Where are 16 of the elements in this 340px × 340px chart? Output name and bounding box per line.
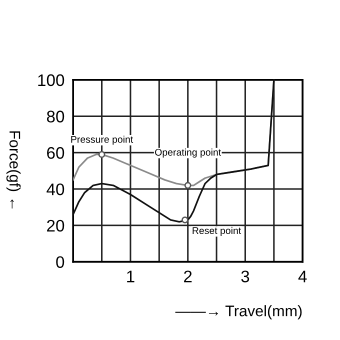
x-tick-label: 1 bbox=[127, 270, 134, 282]
y-tick-label: 0 bbox=[56, 256, 64, 268]
annotation: Reset point bbox=[192, 226, 242, 236]
y-tick-label: 100 bbox=[38, 74, 64, 86]
x-tick-label: 4 bbox=[298, 270, 307, 282]
x-axis-title: ——→ Travel(mm) bbox=[175, 305, 302, 320]
y-tick-label: 80 bbox=[46, 110, 64, 122]
y-axis-title: Force(gf) ← bbox=[6, 131, 21, 208]
y-tick-label: 60 bbox=[47, 147, 64, 159]
y-tick-label: 40 bbox=[46, 183, 64, 196]
x-tick-label: 2 bbox=[184, 270, 192, 282]
annotation: Pressure point bbox=[71, 136, 134, 145]
x-tick-label: 3 bbox=[241, 270, 250, 282]
line-series bbox=[73, 80, 275, 223]
annotation: Operating point bbox=[155, 148, 222, 158]
y-tick-label: 20 bbox=[47, 220, 64, 232]
